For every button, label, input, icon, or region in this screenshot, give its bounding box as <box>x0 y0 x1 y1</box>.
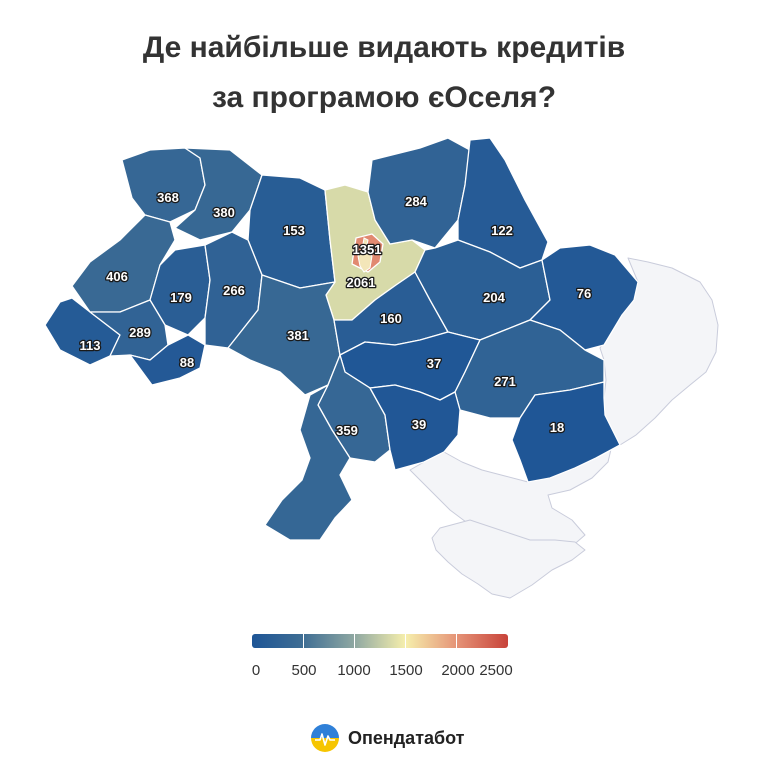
value-label-kyiv-city: 2061 <box>347 275 376 290</box>
value-label-lviv: 406 <box>106 269 128 284</box>
value-label-ternopil: 179 <box>170 290 192 305</box>
legend-tick-0: 0 <box>251 662 261 679</box>
region-rivne <box>174 147 263 241</box>
value-label-zhytomyr: 153 <box>283 223 305 238</box>
chart-title-line1: Де найбільше видають кредитів <box>142 31 626 64</box>
legend-tick-2500: 2500 <box>479 662 513 679</box>
value-label-khmelnytskyi: 266 <box>223 283 245 298</box>
crimea <box>431 519 586 599</box>
value-label-rivne: 380 <box>213 205 235 220</box>
region-volyn <box>121 147 206 223</box>
value-label-dnipropetrovsk: 271 <box>494 374 516 389</box>
value-label-chernihiv: 284 <box>405 194 427 209</box>
region-chernihiv <box>367 137 471 249</box>
region-odesa <box>264 384 353 541</box>
color-scale-legend <box>252 634 508 648</box>
legend-tick-500: 500 <box>291 662 317 679</box>
legend-tick-2000: 2000 <box>441 662 475 679</box>
value-label-chernivtsi: 88 <box>180 355 194 370</box>
value-label-kharkiv: 76 <box>577 286 591 301</box>
value-label-kirovohrad: 37 <box>427 356 441 371</box>
region-kherson <box>369 384 461 471</box>
region-chernivtsi <box>129 334 206 386</box>
brand-name: Опендатабот <box>348 727 465 748</box>
value-label-cherkasy: 160 <box>380 311 402 326</box>
value-label-kyiv-oblast: 1351 <box>353 242 382 257</box>
opendatabot-logo-icon <box>311 724 339 752</box>
value-label-mykolaiv: 359 <box>336 423 358 438</box>
value-label-kherson: 39 <box>412 417 426 432</box>
value-label-vinnytsia: 381 <box>287 328 309 343</box>
value-label-zakarpattia: 113 <box>80 338 101 353</box>
value-label-sumy: 122 <box>491 223 513 238</box>
value-label-poltava: 204 <box>483 290 505 305</box>
value-label-volyn: 368 <box>157 190 179 205</box>
value-label-ivano-frankivsk: 289 <box>129 325 151 340</box>
legend-tick-1000: 1000 <box>337 662 371 679</box>
legend-tick-1500: 1500 <box>389 662 423 679</box>
chart-title-line2: за програмою єОселя? <box>211 81 557 114</box>
value-label-zaporizhzhia: 18 <box>550 420 564 435</box>
brand-footer: Опендатабот <box>310 722 465 754</box>
occupied-south <box>409 444 613 559</box>
kyiv-city-marker <box>357 237 373 273</box>
region-zaporizhzhia <box>511 381 621 483</box>
